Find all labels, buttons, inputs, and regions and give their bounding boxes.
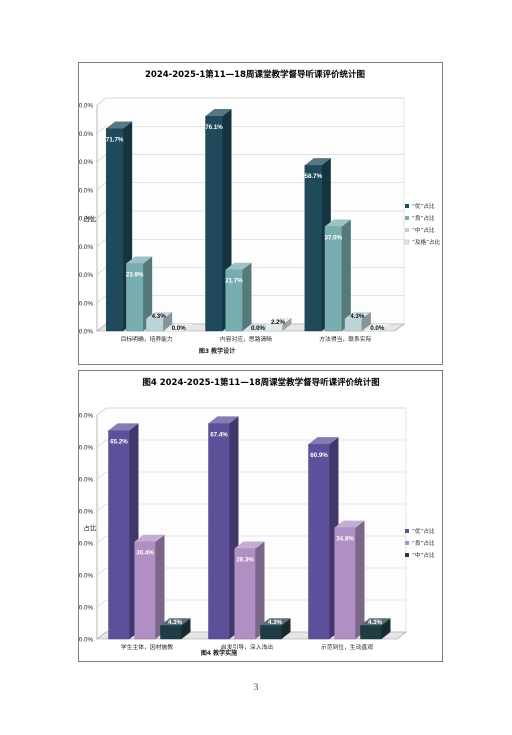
legend-label: “及格”占比 [412,238,441,246]
data-label: 34.8% [336,536,354,543]
bar [245,324,272,331]
data-label: 23.9% [126,271,144,278]
chart-title: 图4 2024-2025-1第11—18周课堂教学督导听课评价统计图 [142,377,379,388]
data-label: 4.3% [168,619,183,626]
y-tick-label: 20.0% [79,272,93,279]
y-tick-label: 30.0% [79,244,93,251]
y-tick-label: 30.0% [79,541,93,548]
data-label: 4.3% [268,619,283,626]
x-category-label: 学生主体，因材施教 [121,643,173,651]
gridline [96,97,404,106]
y-tick-label: 70.0% [79,131,93,138]
legend-swatch [405,541,409,545]
data-label: 65.2% [110,438,128,445]
gridline [96,599,406,608]
bar [108,423,139,640]
data-label: 4.3% [350,313,365,320]
y-tick-label: 60.0% [79,159,93,166]
data-label: 30.4% [136,550,154,557]
data-label: 0.0% [172,325,187,332]
y-tick-label: 40.0% [79,509,93,516]
chart-teaching-implementation-svg: 图4 2024-2025-1第11—18周课堂教学督导听课评价统计图 0.0% 10… [79,377,435,657]
page-number: 3 [253,682,259,692]
bar [208,416,239,640]
legend-swatch [404,239,410,245]
x-category-label: 内容对应，思路清晰 [220,335,272,343]
chart-title: 2024-2025-1第11—18周课堂教学督导听课评价统计图 [145,69,365,80]
data-label: 28.3% [236,556,254,563]
bar [125,256,153,332]
y-tick-label: 10.0% [79,300,93,307]
chart-teaching-implementation: 图4 2024-2025-1第11—18周课堂教学督导听课评价统计图 0.0% 10… [78,370,443,662]
y-tick-label: 60.0% [79,445,93,452]
x-category-label: 启发引导，深入浅出 [221,643,273,651]
legend-label: “优”占比 [412,202,435,210]
y-tick-label: 50.0% [79,187,93,194]
x-axis-label: 图3 教学设计 [199,347,235,355]
data-label: 71.7% [106,136,124,143]
gridline [96,125,404,134]
legend-label: “良”占比 [412,214,435,222]
y-tick-label: 20.0% [79,573,93,580]
data-label: 76.1% [205,124,223,131]
y-tick-label: 40.0% [79,216,93,223]
legend-swatch [405,228,409,232]
bar [225,262,252,332]
bar [166,324,193,331]
y-tick-label: 70.0% [79,413,93,420]
x-category-label: 方法得当，联系实际 [319,335,371,343]
chart-teaching-design: 2024-2025-1第11—18周课堂教学督导听课评价统计图 0.0% 10.0%… [78,62,443,365]
data-label: 60.9% [310,452,328,459]
bar [324,219,351,332]
gridline [96,471,406,480]
data-label: 58.7% [305,173,323,180]
bar [105,121,133,332]
y-axis-label: 占比 [84,214,98,223]
y-tick-label: 80.0% [79,103,93,110]
data-label: 4.3% [152,313,167,320]
data-label: 2.2% [271,319,286,326]
legend-swatch [405,529,409,533]
x-axis-label: 图4 教学实施 [201,649,237,657]
data-label: 4.3% [368,619,383,626]
data-label: 0.0% [251,325,266,332]
bar [334,520,365,640]
gridline [96,503,406,512]
x-category-label: 目标明确，培养能力 [121,335,173,343]
bar [234,541,265,640]
data-label: 21.7% [225,278,243,285]
legend-swatch [405,553,409,557]
x-category-label: 示范到位，生动直观 [321,643,373,651]
y-axis-label: 占比 [84,523,98,532]
bar [344,311,371,332]
gridline [96,567,406,576]
chart-teaching-design-svg: 2024-2025-1第11—18周课堂教学督导听课评价统计图 0.0% 10.0%… [79,69,441,355]
bar [134,534,165,640]
gridline [96,535,406,544]
bar [160,618,191,640]
bar [260,618,291,640]
legend-label: “良”占比 [412,539,435,547]
data-label: 67.4% [210,431,228,438]
data-label: 37.0% [325,234,343,241]
bar [364,324,391,331]
bar [308,437,339,640]
bar [360,618,391,640]
data-label: 0.0% [370,325,385,332]
gridline [96,439,406,448]
bar [265,317,292,332]
y-tick-label: 0.0% [79,329,93,336]
gridline [96,407,406,416]
legend-label: “中”占比 [412,551,435,559]
legend-swatch [405,216,409,220]
legend-label: “中”占比 [412,226,435,234]
y-tick-label: 50.0% [79,477,93,484]
y-tick-label: 10.0% [79,605,93,612]
legend-swatch [405,204,409,208]
legend-label: “优”占比 [412,527,435,535]
bar [145,311,173,332]
y-tick-label: 0.0% [79,637,93,644]
